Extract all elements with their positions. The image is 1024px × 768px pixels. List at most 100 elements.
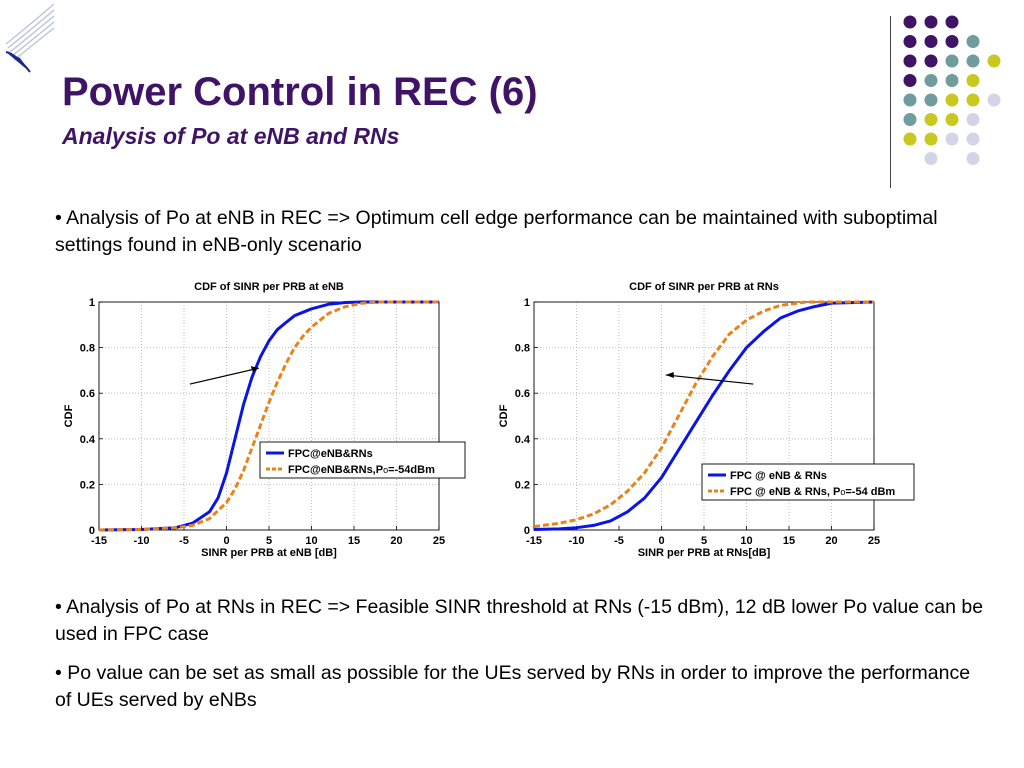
series-line-solid (533, 300, 875, 531)
decorative-dot (924, 152, 938, 165)
legend-box (259, 441, 466, 479)
decorative-dot (924, 54, 938, 68)
header-divider (890, 16, 891, 188)
arrow-shaft (189, 367, 259, 385)
x-tick-label: 5 (701, 535, 707, 547)
chart-title: CDF of SINR per PRB at eNB (194, 281, 344, 293)
legend-label-part: FPC @ eNB & RNs, P (730, 486, 840, 498)
decorative-dot (903, 54, 917, 68)
decorative-dot (966, 93, 980, 107)
decorative-dot (966, 54, 980, 68)
decorative-dot (924, 35, 938, 48)
decorative-dot (945, 54, 959, 68)
page-subtitle: Analysis of Po at eNB and RNs (62, 123, 400, 149)
legend-label-part: =-54dBm (388, 464, 435, 476)
decorative-dot (924, 74, 938, 87)
y-tick-label: 0.4 (515, 434, 531, 446)
y-tick-label: 0.2 (80, 479, 95, 491)
x-tick-label: 5 (266, 535, 272, 547)
decorative-dot (945, 35, 959, 48)
x-tick-label: 0 (658, 535, 664, 547)
x-tick-label: 0 (223, 535, 229, 547)
y-tick-label: 1 (524, 297, 530, 309)
x-tick-label: 15 (348, 535, 360, 547)
legend-box (701, 463, 915, 501)
decorative-dot (945, 113, 959, 126)
decorative-dot (903, 113, 917, 126)
x-tick-label: 15 (783, 535, 795, 547)
annotation-arrow (189, 366, 259, 385)
decorative-dot-grid (903, 15, 1001, 165)
series-line-solid (98, 300, 439, 532)
legend-label-part: FPC@eNB&RNs,P (288, 464, 383, 476)
x-axis-label: SINR per PRB at eNB [dB] (201, 547, 337, 559)
legend-label-solid: FPC@eNB&RNs (288, 448, 373, 460)
bullet-text-po: • Po value can be set as small as possib… (55, 662, 971, 711)
y-axis-label: CDF (63, 404, 75, 427)
series-line-dashed (98, 300, 439, 532)
y-tick-label: 0.8 (80, 343, 95, 355)
decorative-dot (966, 113, 980, 126)
decorative-dot (924, 15, 938, 29)
decorative-dot (924, 93, 938, 107)
legend-label-subscript: o (840, 487, 845, 497)
x-tick-label: 10 (740, 535, 752, 547)
x-tick-label: 20 (825, 535, 837, 547)
x-tick-label: -5 (179, 535, 189, 547)
decorative-dot (945, 15, 959, 29)
x-tick-label: -5 (614, 535, 624, 547)
series-line-dashed (533, 300, 874, 529)
x-tick-label: 25 (433, 535, 445, 547)
y-axis-label: CDF (498, 404, 510, 427)
company-logo-icon (5, 3, 55, 73)
decorative-dot (903, 15, 917, 29)
chart-legend: FPC@eNB&RNs FPC@eNB&RNs,Po=-54dBm (259, 441, 466, 479)
plot-frame (533, 301, 875, 531)
decorative-dot (987, 54, 1001, 68)
y-tick-label: 0 (524, 525, 530, 537)
arrow-shaft (665, 374, 754, 385)
chart-legend: FPC @ eNB & RNs FPC @ eNB & RNs, Po=-54 d… (701, 463, 915, 501)
decorative-dot (987, 93, 1001, 107)
y-tick-label: 1 (89, 297, 95, 309)
legend-label-subscript: o (383, 465, 388, 475)
x-tick-label: -10 (569, 535, 585, 547)
bullet-text-enb: • Analysis of Po at eNB in REC => Optimu… (55, 207, 938, 256)
legend-label-solid: FPC @ eNB & RNs (730, 470, 827, 482)
decorative-dot (966, 132, 980, 146)
decorative-dot (924, 113, 938, 126)
y-tick-label: 0.2 (515, 479, 530, 491)
y-tick-label: 0.6 (80, 388, 95, 400)
y-tick-label: 0.4 (80, 434, 96, 446)
legend-label-part: =-54 dBm (845, 486, 895, 498)
x-tick-label: 20 (390, 535, 402, 547)
annotation-arrow (665, 371, 754, 385)
y-tick-label: 0 (89, 525, 95, 537)
cdf-chart-enb: -15 -10 -5 0 5 10 15 20 25 0 0.2 0.4 0.6 0.8 1 CDF of S… (63, 281, 466, 559)
arrowhead (665, 371, 674, 378)
y-tick-label: 0.6 (515, 388, 530, 400)
legend-label-dashed: FPC @ eNB & RNs, Po=-54 dBm (730, 486, 895, 498)
bullet-text-rns: • Analysis of Po at RNs in REC => Feasib… (55, 596, 984, 645)
decorative-dot (924, 132, 938, 146)
decorative-dot (945, 132, 959, 146)
decorative-dot (966, 74, 980, 87)
decorative-dot (966, 152, 980, 165)
decorative-dot (945, 93, 959, 107)
x-tick-label: 10 (305, 535, 317, 547)
decorative-dot (903, 93, 917, 107)
x-tick-label: 25 (868, 535, 880, 547)
x-tick-label: -15 (91, 535, 107, 547)
decorative-dot (945, 74, 959, 87)
page-title: Power Control in REC (6) (62, 70, 538, 114)
cdf-chart-rns: -15 -10 -5 0 5 10 15 20 25 0 0.2 0.4 0.6 0.8 1 CDF of S… (498, 281, 915, 559)
x-tick-label: -10 (134, 535, 150, 547)
decorative-dot (903, 35, 917, 48)
x-axis-label: SINR per PRB at RNs[dB] (638, 547, 771, 559)
y-tick-label: 0.8 (515, 343, 530, 355)
legend-label-dashed: FPC@eNB&RNs,Po=-54dBm (288, 464, 435, 476)
decorative-dot (903, 74, 917, 87)
arrowhead (250, 366, 259, 373)
decorative-dot (966, 35, 980, 48)
chart-title: CDF of SINR per PRB at RNs (629, 281, 779, 293)
